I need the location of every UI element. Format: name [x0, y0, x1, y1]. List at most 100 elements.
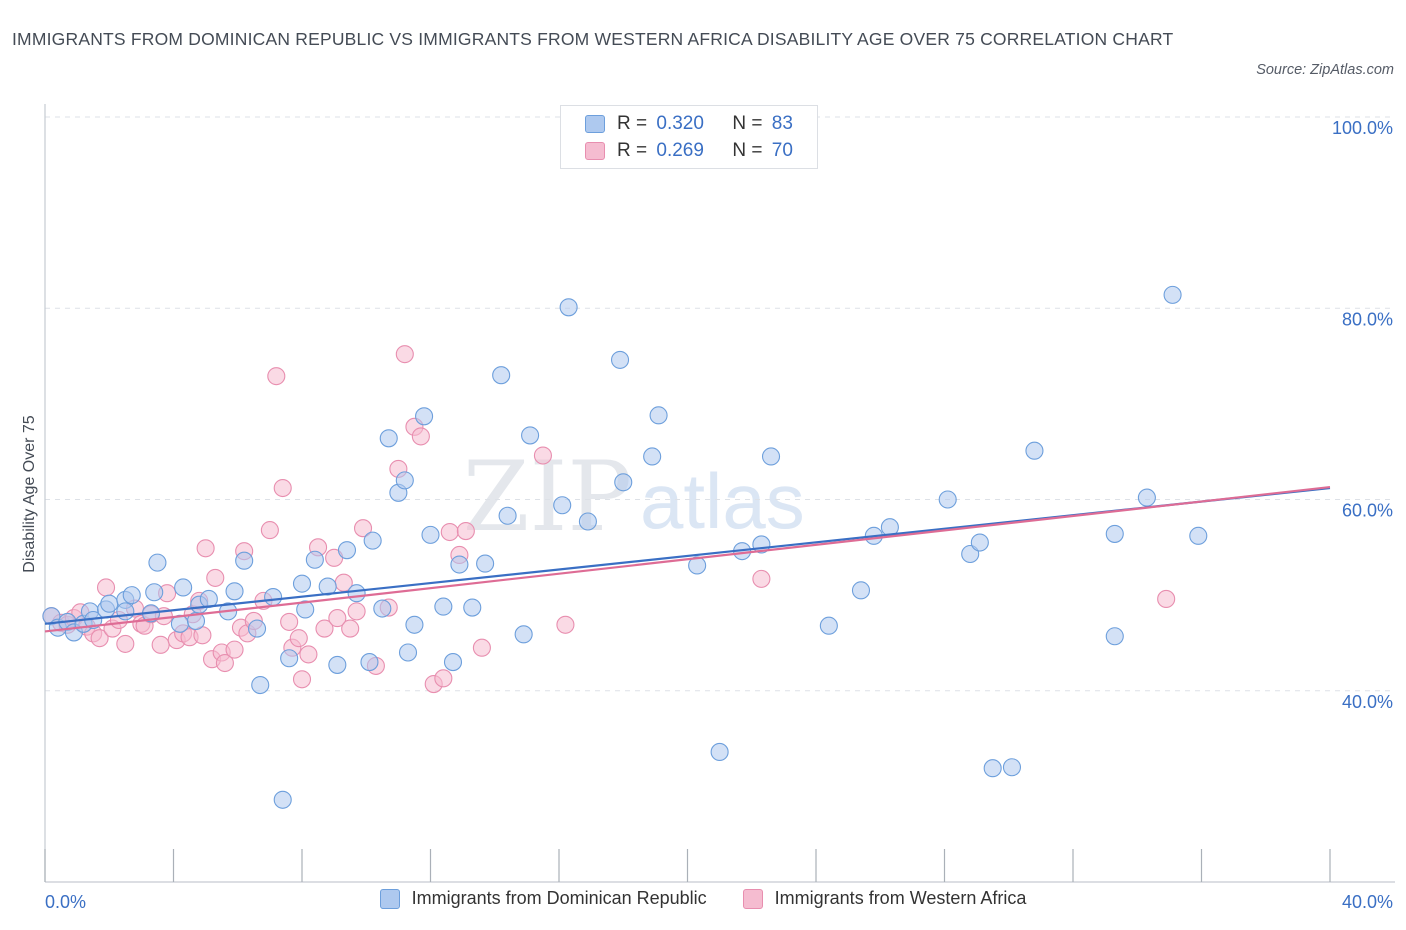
western-africa-point [289, 629, 308, 648]
western-africa-point [196, 539, 215, 558]
n-value: 83 [771, 113, 793, 134]
western-africa-point [273, 478, 292, 498]
dominican-point [337, 541, 357, 560]
legend-blue-swatch [379, 888, 400, 909]
dominican-point [1189, 526, 1208, 545]
dominican-point [373, 599, 392, 618]
dominican-point [247, 619, 267, 638]
dominican-point [235, 551, 254, 570]
dominican-point [710, 742, 729, 762]
western-africa-point [440, 522, 459, 542]
dominican-point [174, 578, 193, 597]
dominican-point [116, 602, 135, 621]
dominican-point [280, 649, 299, 668]
dominican-point [398, 643, 418, 662]
trend-lines [44, 485, 1331, 633]
dominican-point [983, 759, 1002, 778]
stats-row-dominican: R = 0.320 N = 83 [585, 111, 793, 137]
blue-swatch [585, 115, 605, 133]
dominican-point [498, 506, 517, 525]
dominican-point [1025, 441, 1044, 460]
watermark-atlas: atlas [640, 457, 805, 545]
western-africa-point [90, 629, 109, 648]
dominican-point [379, 429, 398, 448]
dominican-point [553, 496, 572, 515]
western-africa-point [267, 367, 286, 386]
axes [44, 104, 1395, 883]
western-africa-point [353, 519, 373, 538]
n-value: 70 [771, 140, 793, 161]
dominican-point [443, 653, 463, 672]
western-africa-point [260, 521, 279, 540]
dominican-point [688, 556, 707, 575]
dominican-point [1105, 524, 1124, 543]
western-africa-trend-line [44, 485, 1331, 633]
dominican-point [476, 554, 495, 573]
dominican-point [463, 598, 482, 617]
y-tick-label: 40.0% [1342, 692, 1393, 712]
chart-title: IMMIGRANTS FROM DOMINICAN REPUBLIC VS IM… [12, 29, 1174, 49]
dominican-point [122, 586, 141, 605]
western-africa-point [1157, 589, 1176, 609]
dominican-point [363, 531, 382, 550]
x-tick-label: 40.0% [1342, 892, 1393, 912]
dominican-point [434, 597, 453, 616]
legend-label: Immigrants from Dominican Republic [411, 888, 707, 908]
dominican-point [578, 512, 597, 531]
western-africa-point [225, 640, 244, 659]
dominican-republic-points [42, 285, 1208, 809]
watermark: ZIP atlas [463, 441, 805, 553]
dominican-point [1137, 488, 1156, 507]
dominican-point [492, 366, 511, 385]
western-africa-point [280, 612, 299, 631]
dominican-point [643, 447, 662, 466]
western-africa-point [347, 602, 366, 621]
dominican-point [421, 525, 440, 544]
dominican-point [614, 473, 633, 492]
dominican-point [970, 533, 989, 552]
dominican-point [328, 655, 347, 674]
western-africa-point [299, 645, 318, 664]
dominican-point [264, 587, 283, 607]
western-africa-point [215, 653, 234, 673]
dominican-point [1002, 758, 1022, 777]
dominican-point [273, 790, 292, 809]
dominican-point [521, 426, 540, 445]
dominican-point [360, 653, 379, 672]
chart-legend: Immigrants from Dominican Republic Immig… [0, 888, 1406, 909]
western-africa-point [206, 568, 225, 587]
dominican-point [514, 625, 533, 644]
r-label: R = [617, 113, 653, 134]
dominican-point [100, 594, 119, 613]
dominican-point [292, 574, 312, 593]
legend-item-western-africa[interactable]: Immigrants from Western Africa [742, 888, 1026, 909]
r-value: 0.269 [656, 140, 704, 161]
tick-labels: 40.0% 60.0% 80.0% 100.0% 0.0% 40.0% [45, 118, 1393, 912]
n-label: N = [732, 113, 768, 134]
western-africa-point [328, 609, 347, 628]
western-africa-point [456, 522, 475, 541]
y-tick-label: 100.0% [1332, 118, 1393, 138]
western-africa-point [395, 345, 414, 364]
western-africa-point [151, 635, 170, 654]
western-africa-point [116, 634, 135, 653]
dominican-point [761, 447, 781, 466]
legend-pink-swatch [742, 888, 763, 909]
stats-box: R = 0.320 N = 83 R = 0.269 N = 70 [560, 105, 818, 169]
western-africa-point [292, 670, 312, 689]
dominican-point [1105, 627, 1124, 646]
legend-item-dominican[interactable]: Immigrants from Dominican Republic [379, 888, 707, 909]
western-africa-point [472, 638, 491, 657]
dominican-point [148, 553, 167, 572]
dominican-point [938, 490, 957, 509]
western-africa-point [752, 569, 771, 588]
y-tick-label: 80.0% [1342, 309, 1393, 329]
dominican-point [145, 583, 164, 602]
dominican-point [819, 616, 838, 635]
dominican-point [395, 471, 414, 490]
western-africa-point [556, 615, 575, 634]
gridlines [45, 116, 1395, 692]
dominican-point [1163, 285, 1182, 304]
western-africa-point [315, 619, 334, 638]
